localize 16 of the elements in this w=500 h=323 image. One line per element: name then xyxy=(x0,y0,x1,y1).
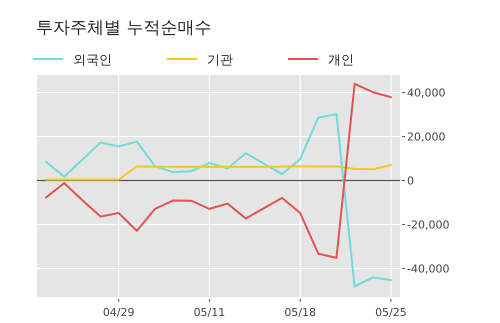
legend-label: 외국인 xyxy=(73,53,112,68)
x-tick-label: 05/25 xyxy=(375,306,407,319)
x-tick-label: 05/18 xyxy=(284,306,316,319)
y-tick-label: 0 xyxy=(407,174,414,188)
x-tick-label: 04/29 xyxy=(102,306,135,319)
y-tick-label: 40,000 xyxy=(407,86,446,100)
y-tick-label: -40,000 xyxy=(407,262,450,276)
line-series xyxy=(45,82,392,259)
y-tick-label: 20,000 xyxy=(407,130,446,144)
y-tick-label: -20,000 xyxy=(407,218,450,232)
legend-label: 기관 xyxy=(207,53,233,68)
legend-label: 개인 xyxy=(328,53,354,68)
x-tick-label: 05/11 xyxy=(194,306,226,319)
chart-title: 투자주체별 누적순매수 xyxy=(36,18,212,38)
line-series xyxy=(45,164,392,181)
line-series xyxy=(45,113,392,288)
